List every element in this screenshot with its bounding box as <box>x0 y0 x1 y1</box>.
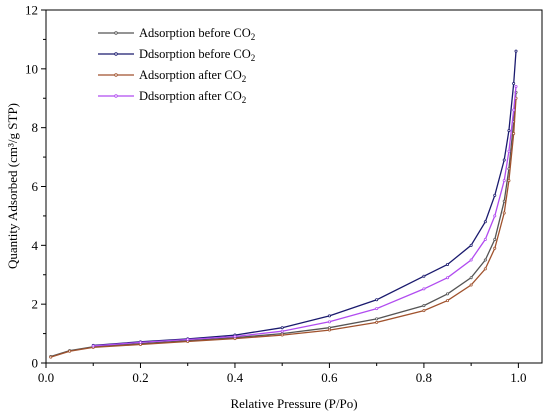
legend-item: Ddsorption before CO2 <box>98 47 255 63</box>
data-point <box>375 317 379 321</box>
legend-label-text: Ddsorption before CO <box>139 47 251 61</box>
data-point <box>502 179 506 183</box>
data-point <box>493 193 497 197</box>
data-point <box>469 283 473 287</box>
legend-marker <box>114 73 118 77</box>
data-point <box>514 49 518 53</box>
legend-label: Adsorption after CO2 <box>139 68 246 84</box>
x-tick-label: 1.0 <box>510 370 526 385</box>
legend-label: Ddsorption before CO2 <box>139 47 255 63</box>
legend-label: Adsorption before CO2 <box>139 26 255 42</box>
data-point <box>502 199 506 203</box>
data-point <box>446 292 450 296</box>
legend-label: Ddsorption after CO2 <box>139 89 246 105</box>
data-point <box>502 158 506 162</box>
y-tick-label: 2 <box>32 297 39 312</box>
x-axis-label: Relative Pressure (P/Po) <box>230 396 357 411</box>
data-point <box>446 262 450 266</box>
legend-label-text: Adsorption after CO <box>139 68 242 82</box>
data-point <box>375 298 379 302</box>
data-point <box>469 258 473 262</box>
data-point <box>512 82 516 86</box>
data-point <box>483 258 487 262</box>
data-point <box>446 299 450 303</box>
data-point <box>514 84 518 88</box>
data-point <box>512 132 516 136</box>
y-tick-label: 0 <box>32 356 39 371</box>
x-tick-label: 0.2 <box>132 370 148 385</box>
data-point <box>493 246 497 250</box>
legend-label-subscript: 2 <box>242 95 247 105</box>
data-point <box>493 237 497 241</box>
series-layer <box>49 49 518 359</box>
legend-label-subscript: 2 <box>251 32 256 42</box>
data-point <box>502 211 506 215</box>
data-point <box>186 337 190 341</box>
series-line <box>93 86 517 347</box>
data-point <box>422 304 426 308</box>
y-tick-label: 12 <box>25 3 38 18</box>
series-line <box>93 51 517 347</box>
legend-label-subscript: 2 <box>242 74 247 84</box>
data-point <box>327 328 331 332</box>
data-point <box>422 274 426 278</box>
data-point <box>280 333 284 337</box>
data-point <box>327 314 331 318</box>
y-tick-label: 6 <box>32 179 39 194</box>
series-line <box>50 92 517 358</box>
data-point <box>483 237 487 241</box>
data-point <box>68 349 72 353</box>
data-point <box>483 267 487 271</box>
legend-label-subscript: 2 <box>251 53 256 63</box>
y-tick-label: 10 <box>25 61 38 76</box>
data-point <box>512 108 516 112</box>
x-tick-label: 0.8 <box>416 370 432 385</box>
data-point <box>469 243 473 247</box>
y-axis: 0 2 4 6 8 10 12 <box>25 3 46 371</box>
data-point <box>233 335 237 339</box>
x-axis: 0.0 0.2 0.4 0.6 0.8 1.0 <box>38 363 527 385</box>
legend-item: Ddsorption after CO2 <box>98 89 246 105</box>
data-point <box>91 344 95 348</box>
legend-marker <box>114 31 118 35</box>
plot-frame <box>45 9 543 364</box>
data-point <box>280 329 284 333</box>
legend-marker <box>114 52 118 56</box>
data-point <box>483 220 487 224</box>
data-point <box>469 276 473 280</box>
y-tick-label: 8 <box>32 120 39 135</box>
data-point <box>138 340 142 344</box>
legend-marker <box>114 94 118 98</box>
series-1 <box>49 90 518 359</box>
data-point <box>446 276 450 280</box>
data-point <box>49 355 53 359</box>
series-4 <box>91 84 518 348</box>
series-3 <box>49 96 518 359</box>
legend-item: Adsorption before CO2 <box>98 26 255 42</box>
data-point <box>507 179 511 183</box>
data-point <box>507 129 511 133</box>
y-axis-label: Quantity Adsorbed (cm³/g STP) <box>5 103 20 269</box>
data-point <box>327 326 331 330</box>
data-point <box>327 320 331 324</box>
legend-label-text: Ddsorption after CO <box>139 89 242 103</box>
data-point <box>507 149 511 153</box>
x-tick-label: 0.4 <box>227 370 244 385</box>
data-point <box>422 309 426 313</box>
legend-item: Adsorption after CO2 <box>98 68 246 84</box>
data-point <box>493 214 497 218</box>
data-point <box>375 320 379 324</box>
x-tick-label: 0.0 <box>38 370 54 385</box>
x-tick-label: 0.6 <box>321 370 338 385</box>
data-point <box>422 287 426 291</box>
y-tick-label: 4 <box>32 238 39 253</box>
legend-label-text: Adsorption before CO <box>139 26 251 40</box>
series-line <box>50 98 517 358</box>
data-point <box>280 326 284 330</box>
plot-area <box>45 9 543 364</box>
data-point <box>375 307 379 311</box>
